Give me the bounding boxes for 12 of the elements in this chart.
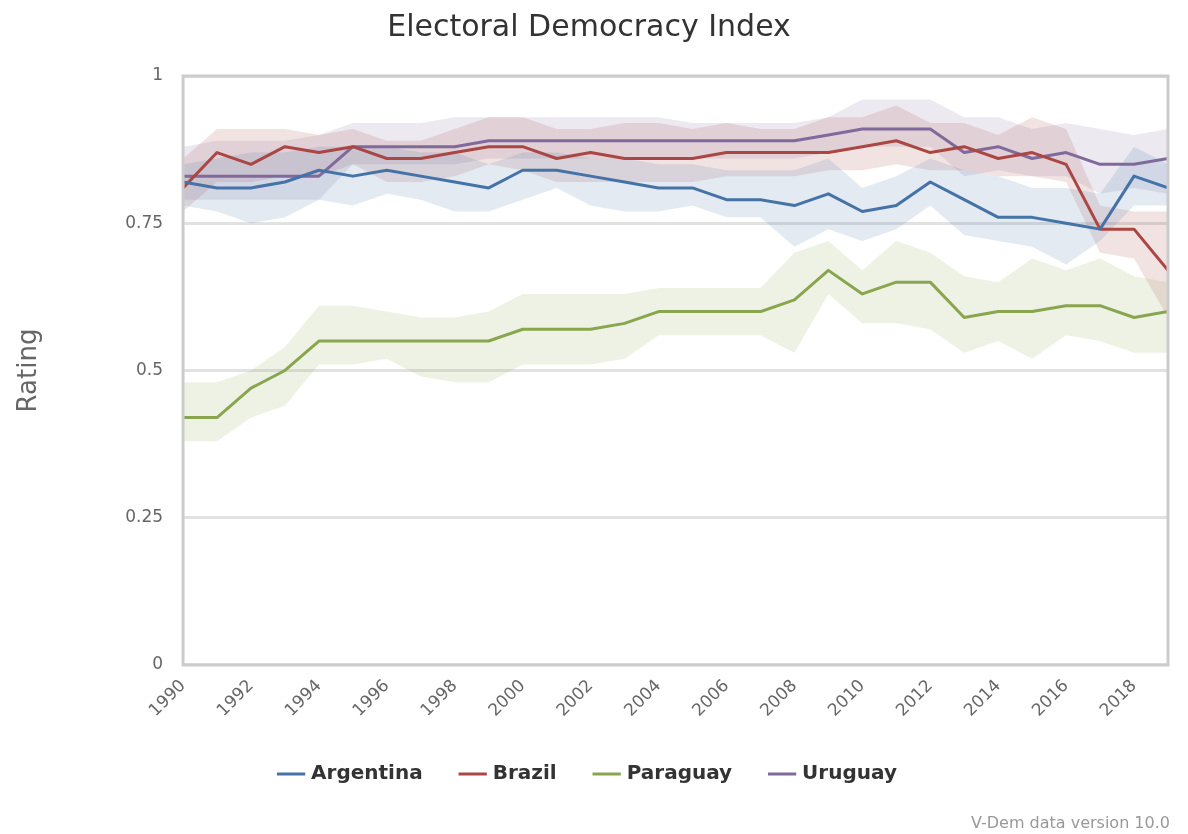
y-tick-label: 0.75 [125, 211, 164, 232]
chart-title: Electoral Democracy Index [387, 7, 791, 43]
legend-label: Brazil [492, 760, 557, 785]
legend-label: Uruguay [802, 760, 897, 785]
legend-label: Argentina [311, 760, 423, 785]
y-tick-label: 0.5 [136, 358, 164, 379]
legend-label: Paraguay [626, 760, 733, 785]
y-tick-label: 0.25 [125, 506, 164, 527]
y-axis-title: Rating [12, 328, 43, 413]
text: V-Dem data version 10.0 [970, 813, 1170, 832]
y-tick-label: 1 [152, 64, 164, 85]
y-tick-label: 0 [152, 653, 164, 674]
